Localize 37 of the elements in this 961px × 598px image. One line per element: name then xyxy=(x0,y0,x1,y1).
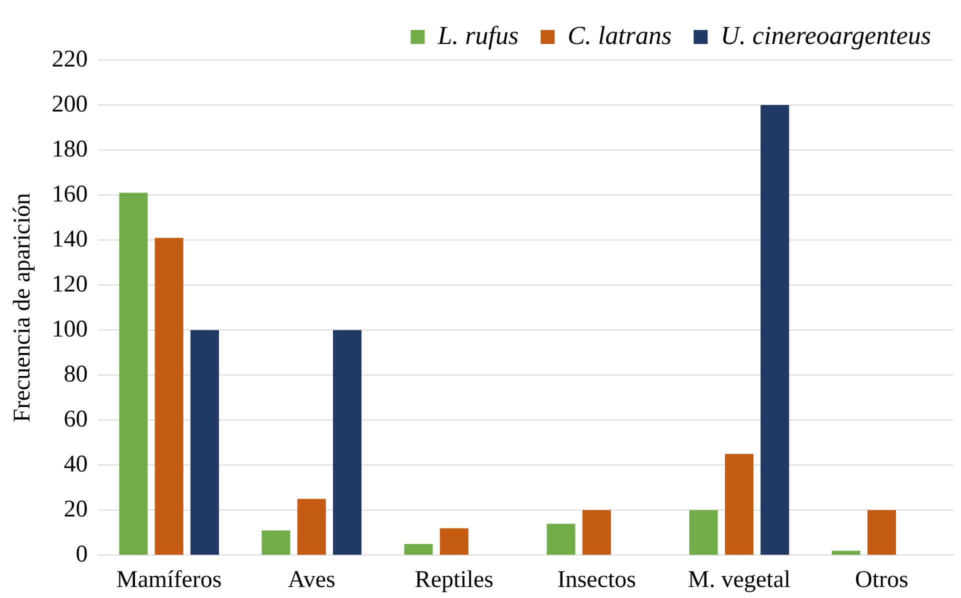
y-tick-label: 220 xyxy=(52,46,88,72)
bar xyxy=(832,550,860,555)
y-tick-label: 160 xyxy=(52,181,88,208)
y-tick-label: 200 xyxy=(52,91,88,118)
bar xyxy=(689,510,718,555)
y-tick-label: 40 xyxy=(64,451,88,478)
bar xyxy=(582,510,611,555)
y-tick-label: 80 xyxy=(64,361,88,388)
y-tick-label: 140 xyxy=(52,226,88,252)
x-tick-label: Insectos xyxy=(557,566,636,593)
y-tick-label: 60 xyxy=(64,406,88,432)
x-tick-label: Reptiles xyxy=(414,566,494,593)
bar xyxy=(190,330,219,555)
bar xyxy=(404,544,433,555)
legend-label: C. latrans xyxy=(568,20,672,50)
bar xyxy=(154,238,184,555)
bar xyxy=(724,454,754,555)
legend-label: L. rufus xyxy=(436,20,519,50)
y-tick-label: 20 xyxy=(64,496,88,522)
x-tick-label: Mamíferos xyxy=(116,566,222,593)
bar xyxy=(546,524,576,555)
bar xyxy=(297,498,326,555)
x-tick-label: M. vegetal xyxy=(688,566,791,593)
y-tick-label: 120 xyxy=(52,271,88,298)
y-tick-label: 180 xyxy=(52,136,88,162)
y-tick-label: 0 xyxy=(76,541,88,568)
y-tick-label: 100 xyxy=(52,316,88,342)
bar xyxy=(867,510,896,555)
bar xyxy=(440,528,468,555)
x-tick-label: Aves xyxy=(288,566,336,593)
bar xyxy=(119,192,148,555)
legend-label: U. cinereoargenteus xyxy=(720,20,932,50)
bar xyxy=(760,105,790,555)
bar xyxy=(332,330,362,555)
y-axis-title: Frecuencia de aparición xyxy=(10,192,36,422)
x-tick-label: Otros xyxy=(855,566,908,593)
bar xyxy=(262,530,290,555)
